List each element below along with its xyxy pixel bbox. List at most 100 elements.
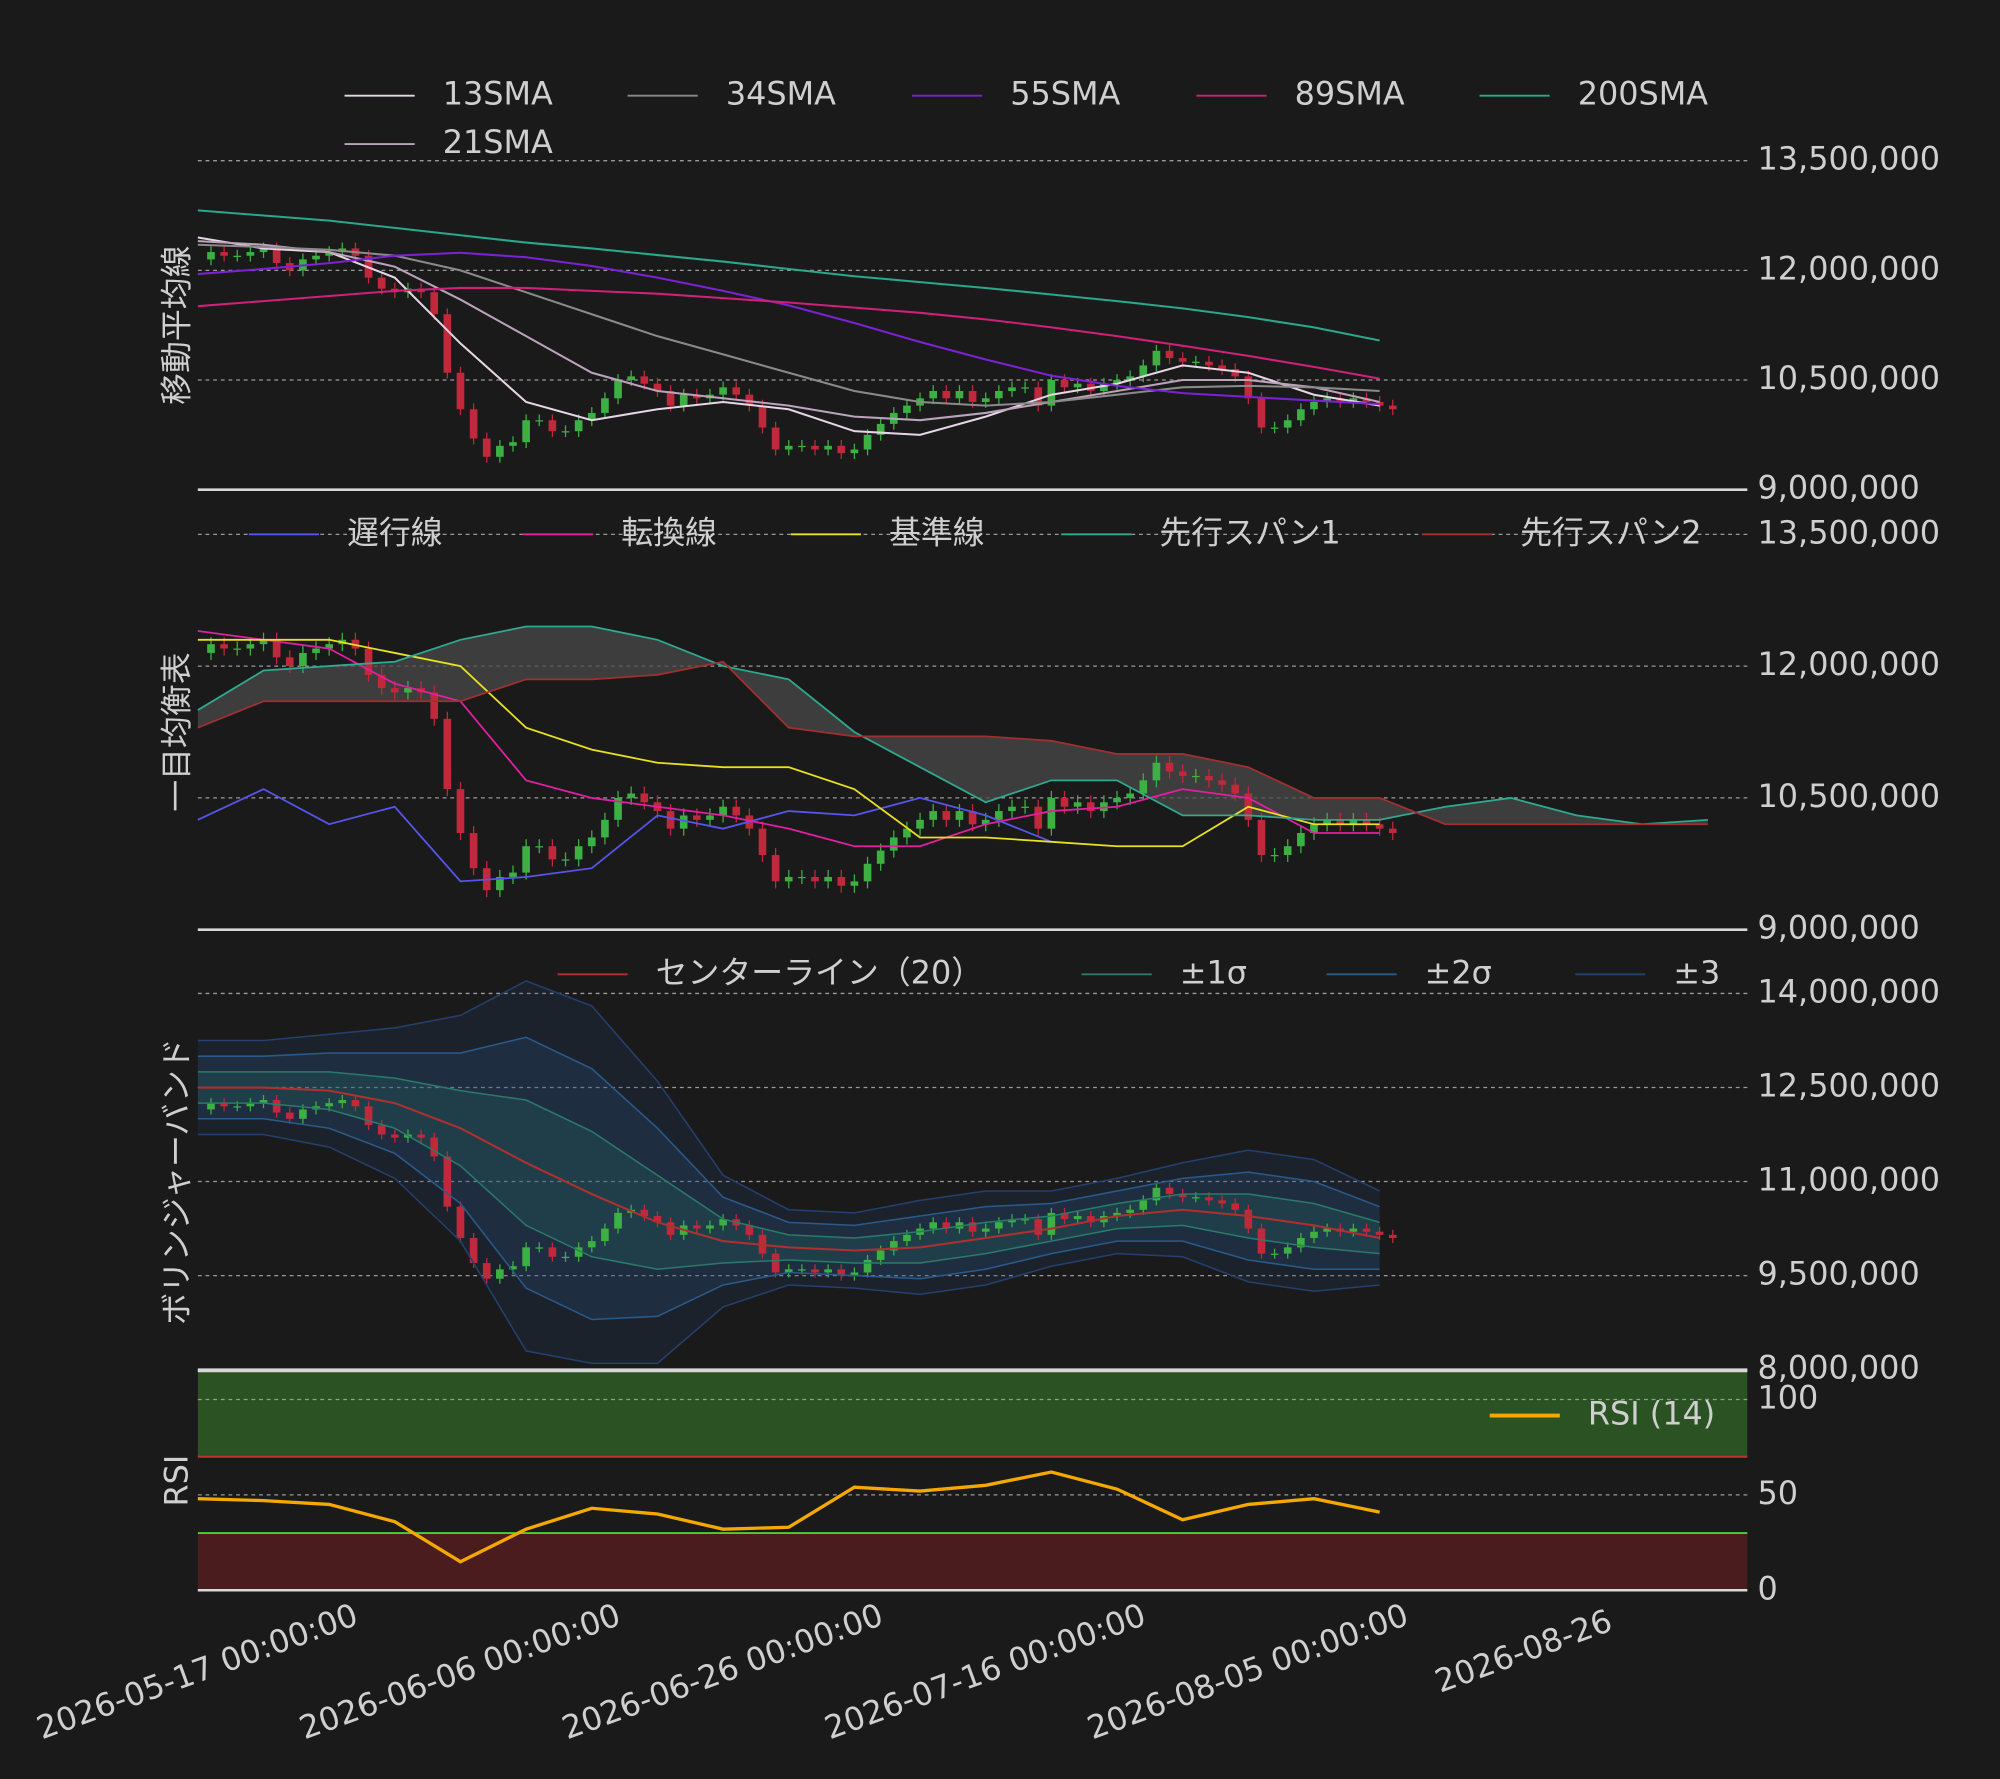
candle-body bbox=[1152, 762, 1161, 781]
candle-body bbox=[837, 445, 846, 454]
candle-body bbox=[1113, 797, 1121, 803]
ichimoku-line bbox=[197, 630, 1380, 848]
candle-body bbox=[653, 1216, 662, 1223]
candle-body bbox=[1349, 398, 1358, 402]
candle-body bbox=[1073, 1216, 1082, 1220]
y-axis-label: 一目均衡表 bbox=[158, 652, 196, 811]
band-line bbox=[197, 1071, 1380, 1239]
candle-body bbox=[1270, 1253, 1279, 1255]
candle-body bbox=[1165, 762, 1174, 772]
candle-body bbox=[1008, 387, 1016, 391]
legend-label: 21SMA bbox=[443, 123, 553, 161]
candle-body bbox=[207, 644, 215, 653]
candle-body bbox=[456, 789, 465, 834]
y-axis-label: ボリンジャーバンド bbox=[158, 1038, 196, 1325]
sma-line bbox=[197, 240, 1380, 422]
candle-body bbox=[1113, 1212, 1121, 1217]
candle-body bbox=[640, 793, 649, 803]
candle-body bbox=[1362, 398, 1371, 402]
candle-body bbox=[666, 390, 675, 406]
candle-body bbox=[1375, 1231, 1384, 1235]
candle-body bbox=[1257, 819, 1266, 855]
candle-body bbox=[482, 1263, 491, 1279]
candle-body bbox=[417, 1134, 425, 1138]
candle-body bbox=[968, 390, 977, 402]
candle-body bbox=[1113, 380, 1121, 384]
candle-body bbox=[732, 806, 741, 816]
candle-body bbox=[469, 409, 478, 439]
candle-body bbox=[1362, 819, 1371, 825]
candle-body bbox=[1310, 824, 1318, 834]
legend-label: 89SMA bbox=[1295, 75, 1405, 113]
candle-body bbox=[876, 850, 885, 864]
candle-body bbox=[981, 1228, 990, 1232]
candle-body bbox=[574, 420, 583, 432]
candle-body bbox=[1165, 1187, 1174, 1195]
candle-body bbox=[469, 833, 478, 869]
candle-body bbox=[1244, 1209, 1253, 1229]
candle-body bbox=[443, 314, 452, 373]
y-tick-label: 12,500,000 bbox=[1758, 1066, 1941, 1104]
candle-body bbox=[824, 1269, 832, 1273]
candle-body bbox=[693, 1225, 701, 1229]
candle-body bbox=[246, 644, 255, 649]
candle-body bbox=[824, 445, 832, 450]
band-line bbox=[197, 1133, 1380, 1365]
candle-body bbox=[233, 255, 242, 258]
candle-body bbox=[430, 1137, 439, 1157]
candle-body bbox=[981, 819, 990, 825]
y-tick-label: 13,500,000 bbox=[1758, 140, 1941, 178]
candle-body bbox=[811, 445, 819, 450]
candle-body bbox=[1021, 806, 1029, 808]
candle-body bbox=[1323, 1228, 1331, 1232]
y-tick-label: 14,000,000 bbox=[1758, 972, 1941, 1010]
candle-body bbox=[285, 657, 294, 667]
candle-body bbox=[299, 652, 307, 667]
candle-body bbox=[1205, 1197, 1213, 1201]
candle-body bbox=[1218, 780, 1226, 785]
candle-body bbox=[745, 1225, 754, 1235]
y-tick-label: 9,500,000 bbox=[1758, 1255, 1920, 1293]
y-tick-label: 10,500,000 bbox=[1758, 777, 1941, 815]
ichimoku-line bbox=[197, 788, 1052, 883]
candle-body bbox=[1060, 380, 1069, 388]
candle-body bbox=[482, 438, 491, 457]
candle-body bbox=[614, 380, 622, 399]
band-line bbox=[197, 980, 1380, 1214]
candle-body bbox=[653, 383, 662, 391]
band-line bbox=[197, 1036, 1380, 1227]
candle-body bbox=[1388, 405, 1397, 410]
candle-body bbox=[246, 252, 255, 256]
candle-body bbox=[285, 1112, 294, 1119]
candle-body bbox=[1349, 819, 1358, 825]
candle-body bbox=[1073, 802, 1082, 807]
band-fill bbox=[197, 1071, 1380, 1270]
sma-line bbox=[197, 286, 1380, 380]
candle-body bbox=[338, 1100, 347, 1104]
candle-body bbox=[1362, 1228, 1371, 1232]
candle-body bbox=[207, 1103, 215, 1110]
y-tick-label: 9,000,000 bbox=[1758, 909, 1920, 947]
candle-body bbox=[889, 837, 898, 851]
candle-body bbox=[390, 1134, 399, 1138]
candle-body bbox=[1073, 383, 1082, 388]
candle-body bbox=[1086, 1216, 1095, 1223]
legend-label: ±3 bbox=[1673, 953, 1720, 991]
candle-body bbox=[1178, 358, 1187, 362]
sma-line bbox=[197, 236, 1380, 436]
candle-body bbox=[1349, 1228, 1358, 1232]
candle-body bbox=[522, 846, 530, 873]
candle-body bbox=[1100, 802, 1108, 812]
candle-body bbox=[798, 876, 806, 879]
candle-body bbox=[627, 793, 636, 798]
candle-body bbox=[522, 1247, 530, 1267]
candle-body bbox=[1231, 369, 1240, 377]
candle-body bbox=[587, 1241, 596, 1248]
candle-body bbox=[1336, 819, 1345, 825]
candle-body bbox=[995, 1222, 1003, 1229]
band-fill bbox=[197, 1037, 1380, 1320]
candle-body bbox=[1205, 361, 1213, 366]
cloud bbox=[197, 626, 1708, 825]
candle-body bbox=[443, 1156, 452, 1207]
legend-label: 先行スパン2 bbox=[1520, 513, 1701, 551]
